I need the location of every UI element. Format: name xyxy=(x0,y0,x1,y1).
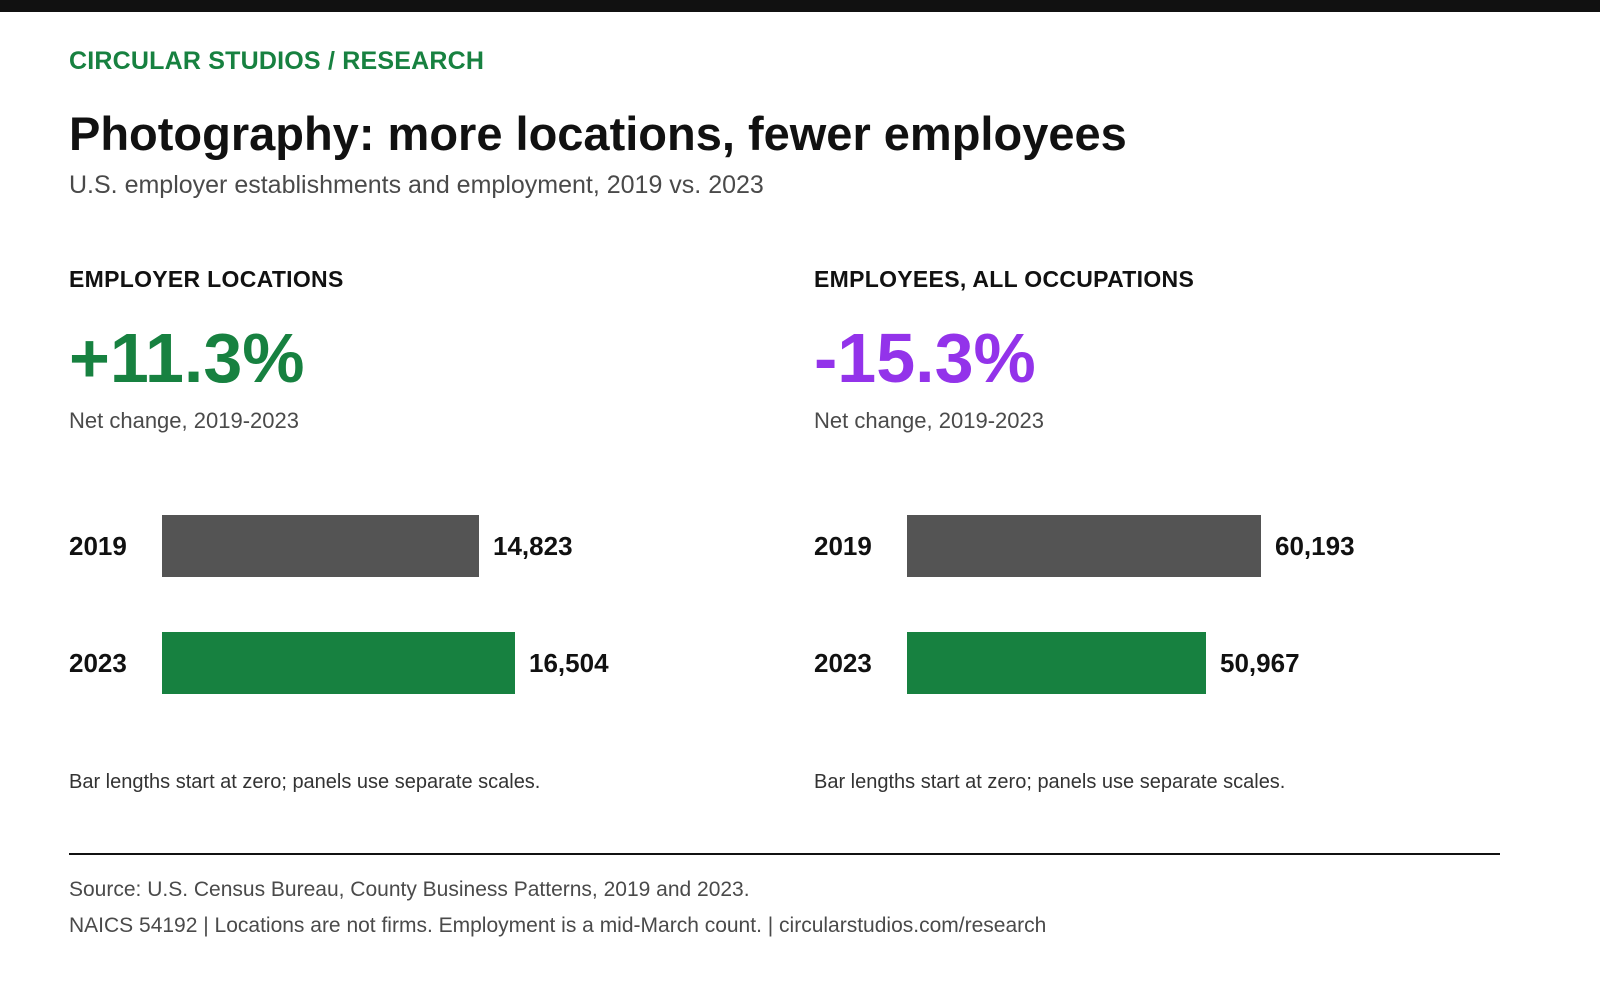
panel-employees: EMPLOYEES, ALL OCCUPATIONS -15.3% Net ch… xyxy=(814,0,1514,820)
net-change-label: Net change, 2019-2023 xyxy=(69,408,299,433)
bar-2019 xyxy=(162,515,479,577)
panel-heading: EMPLOYER LOCATIONS xyxy=(69,266,344,292)
bar-value-label: 16,504 xyxy=(529,648,609,678)
bar-year-label: 2023 xyxy=(814,648,872,678)
bar-row-2023: 2023 50,967 xyxy=(814,632,1514,694)
bar-row-2019: 2019 14,823 xyxy=(69,515,769,577)
panel-heading: EMPLOYEES, ALL OCCUPATIONS xyxy=(814,266,1195,292)
bar-year-label: 2019 xyxy=(69,531,127,561)
bar-value-label: 60,193 xyxy=(1275,531,1355,561)
source-note: Source: U.S. Census Bureau, County Busin… xyxy=(69,878,750,901)
net-change-value: -15.3% xyxy=(814,319,1036,397)
bar-2019 xyxy=(907,515,1261,577)
bar-2023 xyxy=(907,632,1206,694)
panel-employer-locations: EMPLOYER LOCATIONS +11.3% Net change, 20… xyxy=(69,0,769,820)
net-change-label: Net change, 2019-2023 xyxy=(814,408,1044,433)
net-change-value: +11.3% xyxy=(69,319,305,397)
bar-row-2019: 2019 60,193 xyxy=(814,515,1514,577)
bar-year-label: 2019 xyxy=(814,531,872,561)
page-title: Photography: more locations, fewer emplo… xyxy=(69,107,1127,160)
bar-value-label: 14,823 xyxy=(493,531,573,561)
bar-year-label: 2023 xyxy=(69,648,127,678)
scale-note: Bar lengths start at zero; panels use se… xyxy=(814,771,1286,793)
footer-divider xyxy=(69,853,1500,855)
bar-2023 xyxy=(162,632,515,694)
scale-note: Bar lengths start at zero; panels use se… xyxy=(69,771,541,793)
bar-value-label: 50,967 xyxy=(1220,648,1300,678)
brand-kicker: CIRCULAR STUDIOS / RESEARCH xyxy=(69,47,485,75)
page-subtitle: U.S. employer establishments and employm… xyxy=(69,171,764,199)
bar-row-2023: 2023 16,504 xyxy=(69,632,769,694)
methodology-note: NAICS 54192 | Locations are not firms. E… xyxy=(69,914,1047,937)
top-accent-bar xyxy=(0,0,1600,12)
